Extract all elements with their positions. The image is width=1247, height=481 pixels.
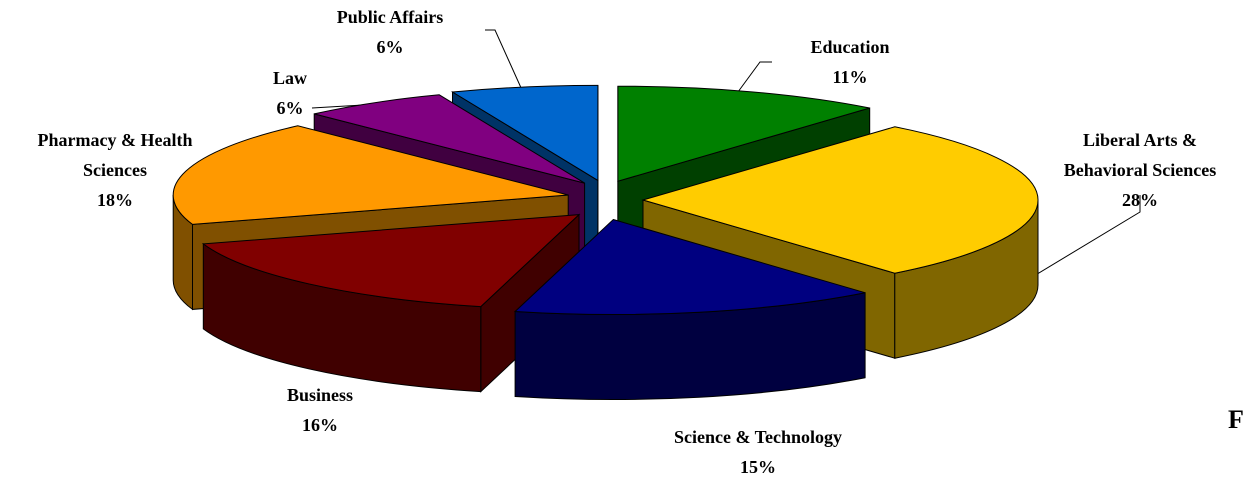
leader-line — [1013, 195, 1141, 289]
slice-top — [172, 125, 569, 225]
category-label: Business — [286, 385, 354, 405]
slice-label: Law 6% — [273, 63, 307, 123]
slice-top — [513, 218, 866, 315]
category-label: Education — [810, 37, 890, 57]
category-label: Science & Technology — [673, 427, 843, 447]
category-label: Law — [272, 68, 308, 88]
edge-text: F — [1228, 405, 1244, 434]
value-label: 15% — [739, 457, 776, 477]
leader-line — [734, 61, 772, 97]
slice-top — [641, 126, 1039, 274]
category-label: Public Affairs — [336, 7, 444, 27]
slice-top — [314, 94, 585, 184]
slice-label: Pharmacy & Health Sciences 18% — [15, 125, 215, 215]
slice-label: Public Affairs 6% — [337, 2, 444, 62]
slice-top — [201, 213, 581, 308]
slice-top — [617, 85, 870, 182]
value-label: 16% — [301, 415, 338, 435]
category-label: Pharmacy & Health Sciences — [37, 130, 193, 180]
leader-line — [485, 29, 523, 91]
slice-label: Liberal Arts & Behavioral Sciences 28% — [1045, 125, 1235, 215]
slice-label: Business 16% — [287, 380, 353, 440]
value-label: 6% — [276, 98, 304, 118]
pie — [172, 84, 1039, 400]
value-label: 11% — [832, 67, 868, 87]
value-label: 6% — [376, 37, 404, 57]
slice-top — [450, 84, 599, 182]
slice-label: Education 11% — [810, 32, 889, 92]
slice-label: Science & Technology 15% — [674, 422, 842, 481]
category-label: Liberal Arts & Behavioral Sciences — [1063, 130, 1217, 180]
value-label: 18% — [97, 190, 133, 210]
value-label: 28% — [1122, 190, 1158, 210]
